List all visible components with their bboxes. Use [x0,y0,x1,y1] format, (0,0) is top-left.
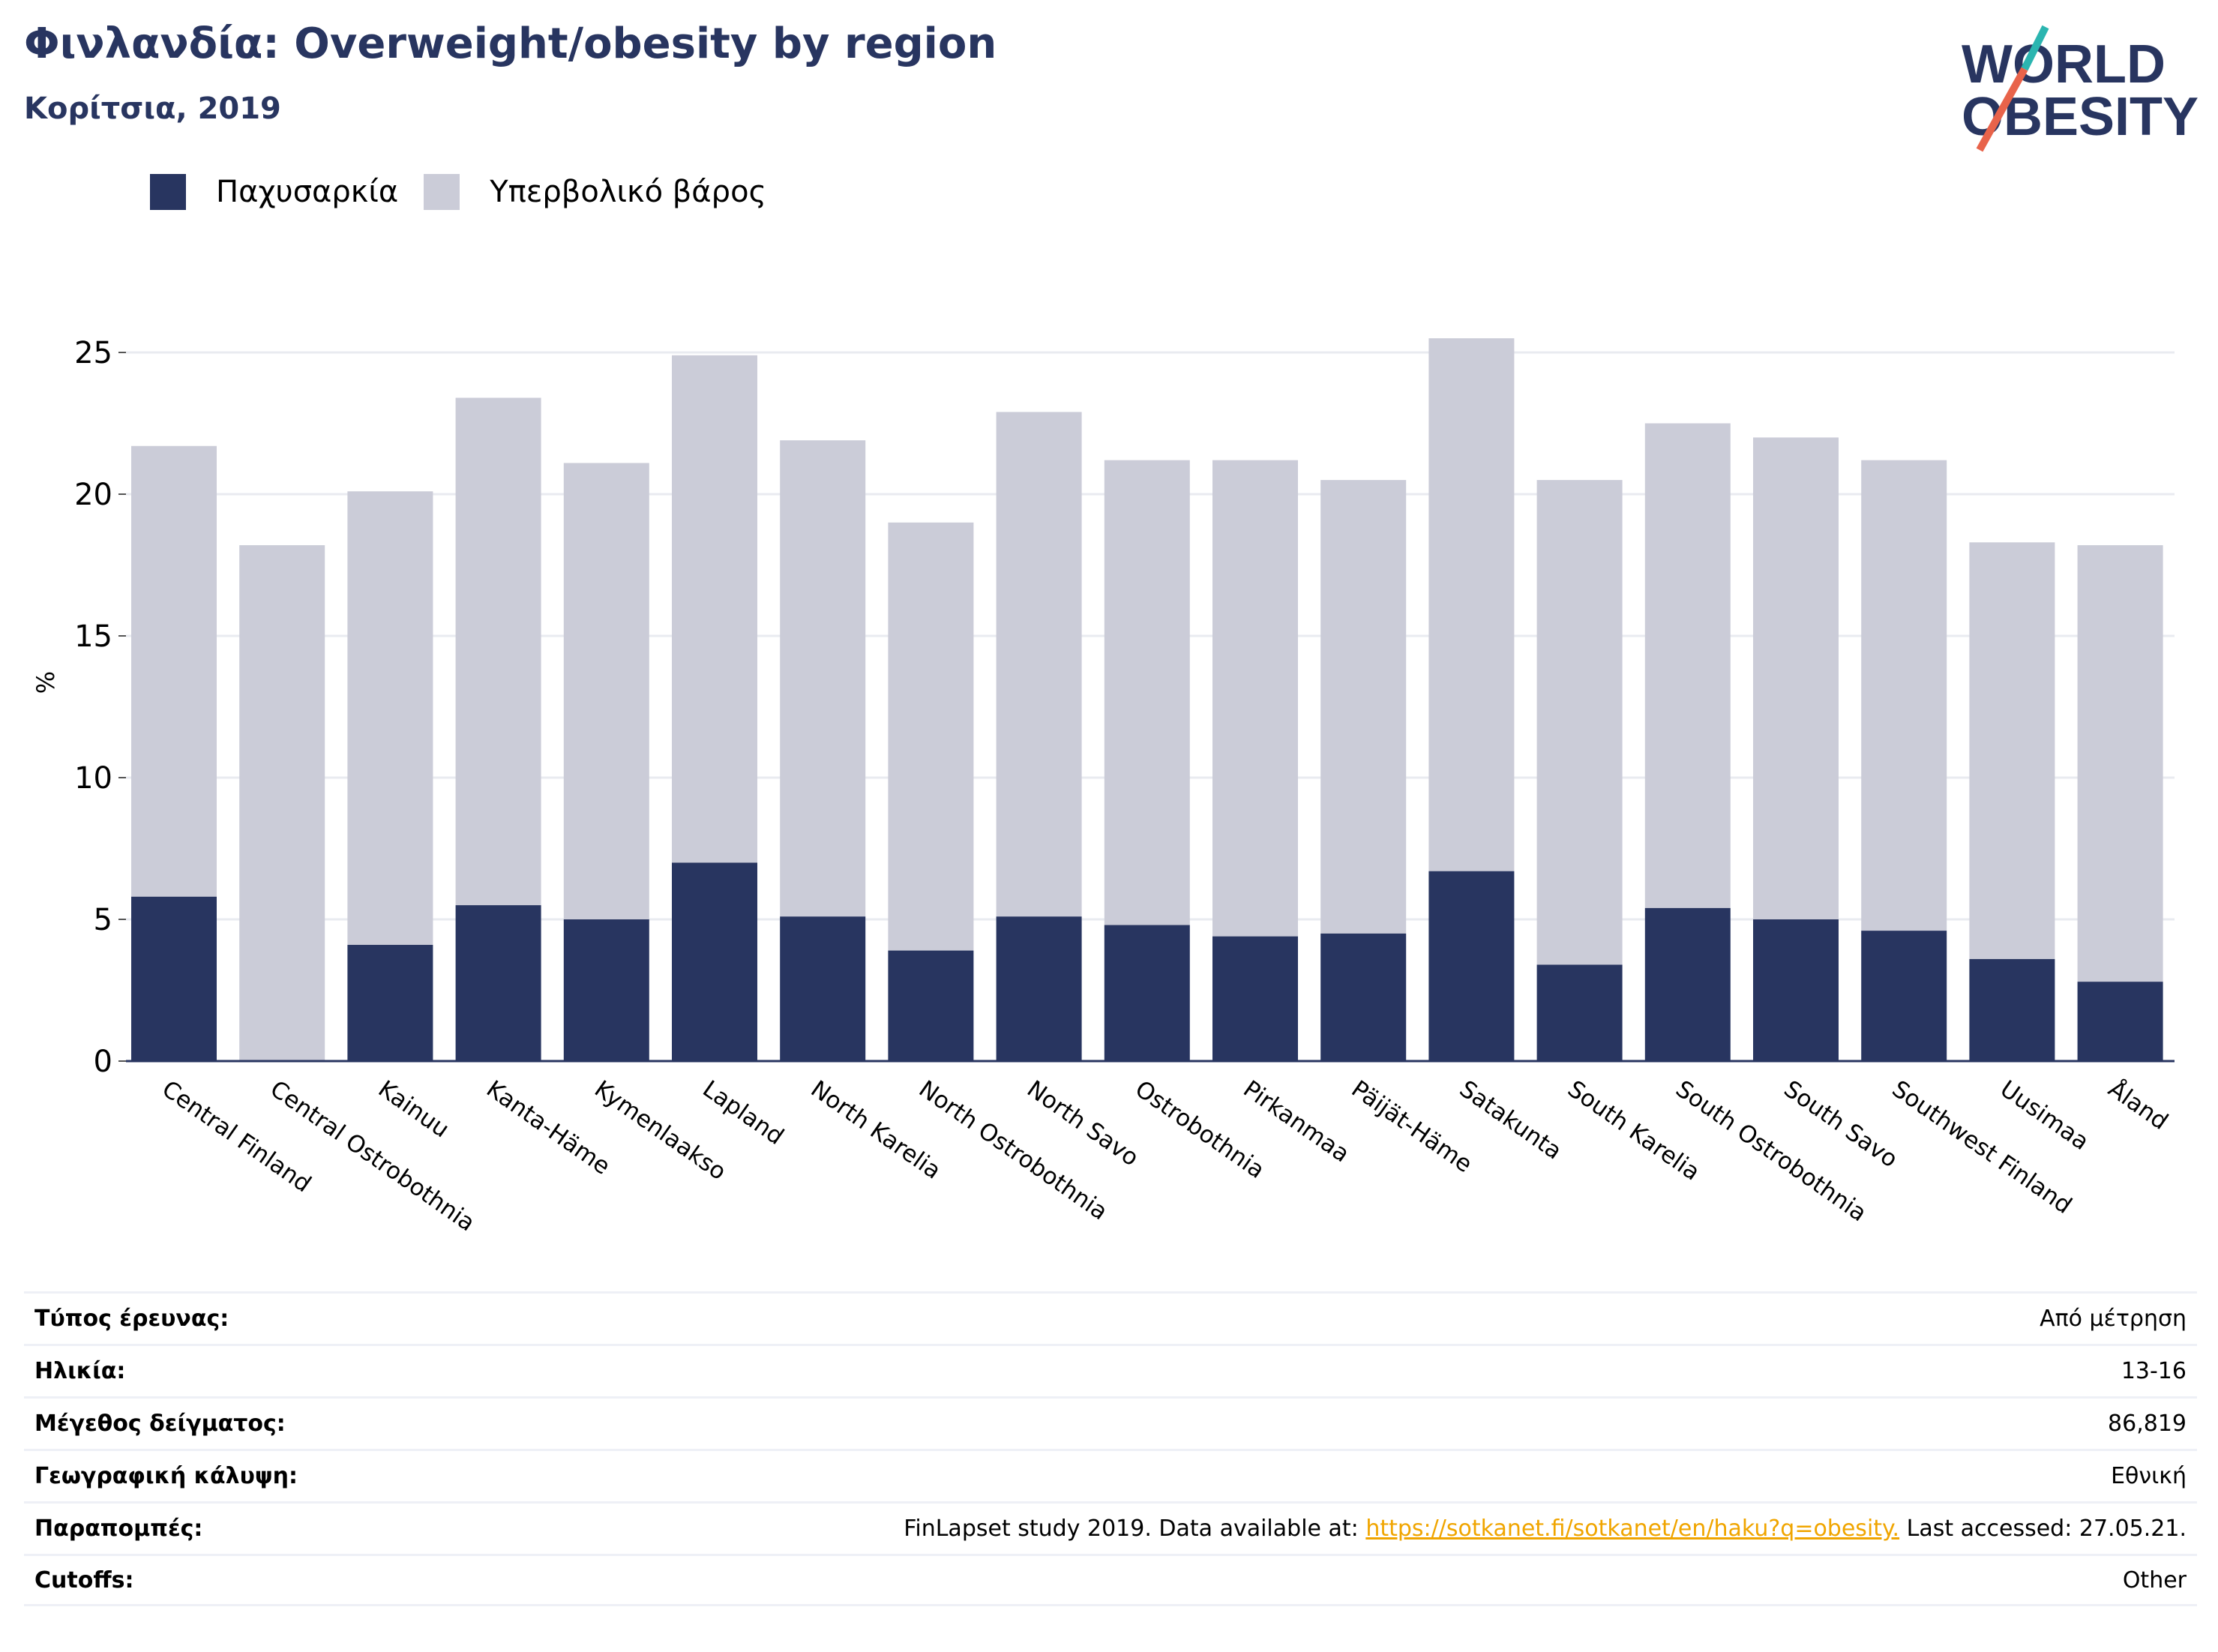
bar-overweight [996,412,1082,917]
info-key-age: Ηλικία: [34,1358,126,1384]
x-tick-label: Päijät-Häme [1347,1075,1477,1178]
bar-obesity [1104,925,1190,1061]
bar-overweight [672,355,757,863]
bar-obesity [1753,919,1839,1061]
x-tick-label: Central Ostrobothnia [265,1075,480,1237]
chart-legend: Παχυσαρκία Υπερβολικό βάρος [150,169,792,214]
info-value-survey-type: Από μέτρηση [2040,1306,2187,1332]
bar-overweight [347,491,433,946]
bar-obesity [1320,933,1407,1061]
logo-text-world: WORLD [1962,34,2166,94]
info-table: Τύπος έρευνας: Από μέτρηση Ηλικία: 13-16… [24,1291,2197,1606]
info-key-coverage: Γεωγραφική κάλυψη: [34,1463,298,1489]
info-value-references: FinLapset study 2019. Data available at:… [904,1516,2187,1542]
bar-overweight [1104,460,1190,925]
info-row-survey-type: Τύπος έρευνας: Από μέτρηση [24,1291,2197,1344]
references-suffix: Last accessed: 27.05.21. [1899,1516,2187,1542]
info-key-cutoffs: Cutoffs: [34,1567,134,1594]
world-obesity-logo: WORLD OBESITY [1962,25,2199,152]
bar-obesity [888,950,974,1061]
x-tick-label: North Ostrobothnia [914,1075,1113,1225]
legend-item-overweight[interactable]: Υπερβολικό βάρος [424,174,766,210]
references-link[interactable]: https://sotkanet.fi/sotkanet/en/haku?q=o… [1365,1516,1900,1542]
info-row-age: Ηλικία: 13-16 [24,1344,2197,1396]
bar-obesity [1536,964,1623,1061]
bar-obesity [996,916,1082,1061]
info-value-cutoffs: Other [2122,1567,2187,1594]
bar-overweight [1536,480,1623,965]
bar-obesity [1212,936,1298,1061]
bar-overweight [2077,545,2163,982]
bar-obesity [563,919,649,1061]
y-tick-label-5: 5 [94,903,112,937]
legend-label-overweight: Υπερβολικό βάρος [490,175,767,209]
y-tick-label-20: 20 [74,478,112,512]
x-tick-label: Åland [2103,1075,2173,1135]
bar-overweight [888,522,974,951]
legend-swatch-overweight [424,174,460,210]
info-row-coverage: Γεωγραφική κάλυψη: Εθνική [24,1449,2197,1501]
y-tick-label-0: 0 [94,1045,112,1079]
y-tick-label-15: 15 [74,619,112,654]
bar-overweight [131,445,217,897]
bar-overweight [1644,423,1731,908]
bar-obesity [455,905,541,1061]
bar-overweight [563,463,649,919]
bar-overweight [1212,460,1298,937]
info-value-age: 13-16 [2121,1358,2187,1384]
bar-obesity [131,896,217,1061]
bar-obesity [2077,982,2163,1061]
bar-obesity [1969,958,2055,1061]
bar-overweight [1428,338,1515,871]
legend-label-obesity: Παχυσαρκία [216,175,399,209]
bar-obesity [1644,907,1731,1061]
bar-overweight [1320,480,1407,934]
info-row-references: Παραπομπές: FinLapset study 2019. Data a… [24,1501,2197,1554]
bar-overweight [1969,542,2055,959]
info-value-sample-size: 86,819 [2108,1411,2187,1437]
bar-overweight [455,397,541,906]
logo-slash-top [2021,25,2049,71]
bar-obesity [1861,931,1947,1061]
bar-overweight [239,545,325,1061]
info-row-cutoffs: Cutoffs: Other [24,1554,2197,1606]
x-tick-label: Kainuu [373,1075,454,1143]
bar-overweight [1753,437,1839,919]
bar-obesity [780,916,866,1061]
bar-overweight [780,440,866,917]
x-tick-label: South Ostrobothnia [1671,1075,1872,1227]
x-tick-label: Lapland [697,1075,788,1150]
page-subtitle: Κορίτσια, 2019 [24,91,281,126]
y-tick-label-25: 25 [74,336,112,370]
info-key-references: Παραπομπές: [34,1516,203,1542]
x-tick-label: Southwest Finland [1887,1075,2077,1219]
y-axis-label: % [31,671,60,694]
x-tick-label: Uusimaa [1995,1075,2094,1156]
legend-item-obesity[interactable]: Παχυσαρκία [150,174,398,210]
page-title: Φινλανδία: Overweight/obesity by region [24,19,997,68]
info-value-coverage: Εθνική [2111,1463,2187,1489]
y-tick-label-10: 10 [74,761,112,796]
bar-obesity [347,945,433,1061]
legend-swatch-obesity [150,174,186,210]
bar-obesity [1428,871,1515,1061]
bar-overweight [1861,460,1947,931]
logo-slash-bottom [1976,67,2028,152]
info-key-survey-type: Τύπος έρευνας: [34,1306,229,1332]
bar-obesity [672,862,757,1061]
references-prefix: FinLapset study 2019. Data available at: [904,1516,1366,1542]
info-key-sample-size: Μέγεθος δείγματος: [34,1411,286,1437]
info-row-sample-size: Μέγεθος δείγματος: 86,819 [24,1396,2197,1449]
